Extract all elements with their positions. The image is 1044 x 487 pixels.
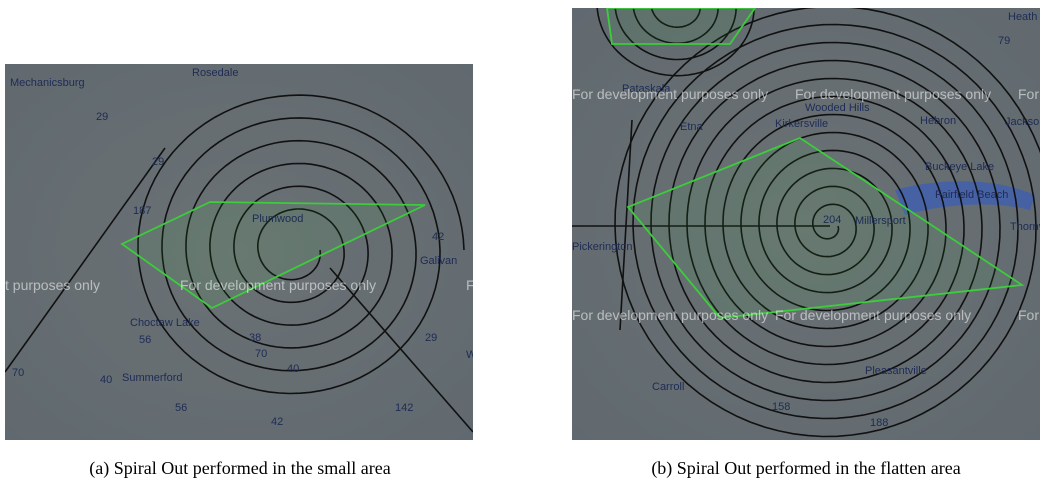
watermark: For development purposes only <box>572 307 768 323</box>
map-label: Thornville <box>1010 221 1044 233</box>
map-label: Fairfield Beach <box>935 189 1008 201</box>
watermark: Fo <box>466 277 483 293</box>
map-label: 29 <box>152 156 164 168</box>
watermark: For development purposes only <box>775 307 971 323</box>
map-label: Carroll <box>652 381 684 393</box>
map-label: Mechanicsburg <box>10 77 85 89</box>
map-label: Pleasantville <box>865 365 927 377</box>
caption: (b) Spiral Out performed in the flatten … <box>651 458 960 479</box>
map-label: 187 <box>133 205 151 217</box>
map-label: Rosedale <box>192 67 238 79</box>
map-label: 56 <box>175 402 187 414</box>
map-label: 38 <box>249 332 261 344</box>
watermark: For <box>1018 307 1039 323</box>
watermark: For development purposes only <box>572 86 768 102</box>
caption: (a) Spiral Out performed in the small ar… <box>89 458 390 479</box>
watermark: For <box>1018 86 1039 102</box>
map-label: Heath <box>1008 11 1037 23</box>
map-label: Hebron <box>920 115 956 127</box>
map-label: 70 <box>255 348 267 360</box>
watermark: For development purposes only <box>180 277 376 293</box>
map-label: Kirkersville <box>775 118 828 130</box>
map-label: W <box>466 349 477 361</box>
map-label: 188 <box>870 417 888 429</box>
map-panel-a: Mechanicsburg Rosedale 29 29 187 Plumwood 42 Ga… <box>5 64 483 440</box>
map-label: Pickerington <box>572 241 633 253</box>
figure: Mechanicsburg Rosedale 29 29 187 Plumwood 42 Ga… <box>0 0 1044 487</box>
map-label: Galivan <box>420 255 457 267</box>
map-label: Choctaw Lake <box>130 317 200 329</box>
map-label: 42 <box>271 416 283 428</box>
map-label: Etna <box>680 121 704 133</box>
map-label: 79 <box>998 35 1010 47</box>
watermark: t purposes only <box>5 277 100 293</box>
map-label: 142 <box>395 402 413 414</box>
map-label: Buckeye Lake <box>925 161 994 173</box>
map-label: 29 <box>425 332 437 344</box>
map-label: 70 <box>12 367 24 379</box>
map-label: 204 <box>823 214 841 226</box>
watermark: For development purposes only <box>795 86 991 102</box>
map-label: 40 <box>100 374 112 386</box>
map-label: Summerford <box>122 372 183 384</box>
map-label: Plumwood <box>252 213 303 225</box>
map-label: 29 <box>96 111 108 123</box>
map-label: 42 <box>432 231 444 243</box>
map-label: 56 <box>139 334 151 346</box>
map-label: Jackson <box>1005 116 1044 128</box>
map-label: 40 <box>287 363 299 375</box>
map-label: Wooded Hills <box>805 102 870 114</box>
area-polygon <box>607 8 755 44</box>
map-label: Millersport <box>855 215 906 227</box>
map-label: 158 <box>772 401 790 413</box>
